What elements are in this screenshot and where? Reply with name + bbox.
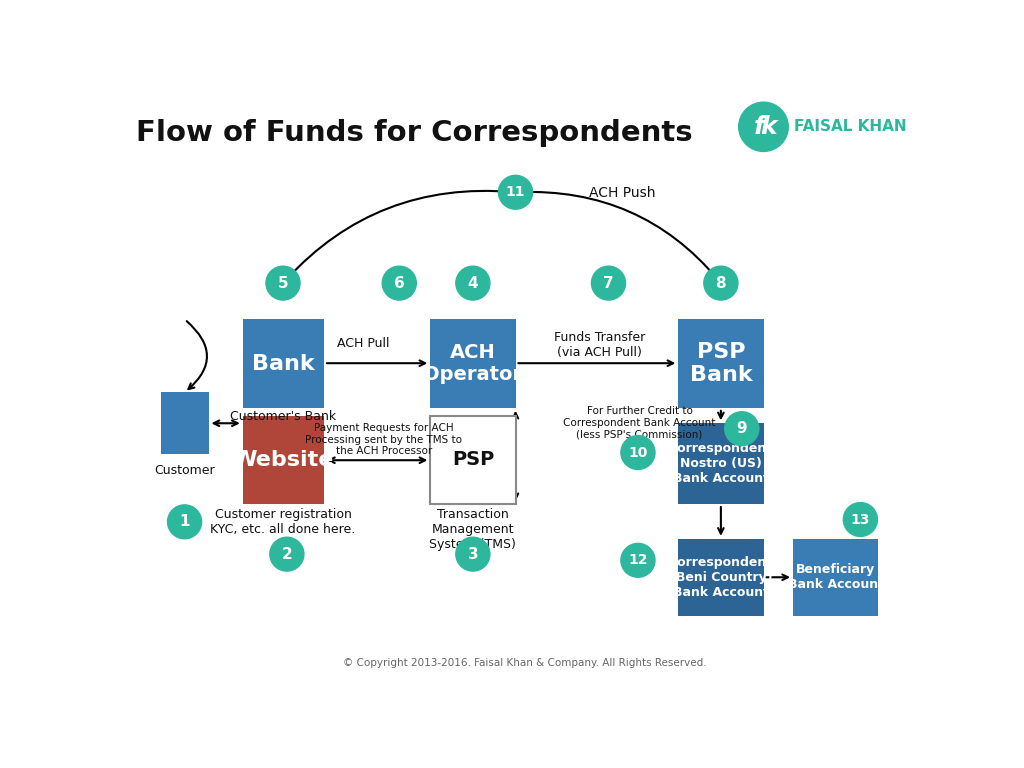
- Text: 1: 1: [179, 515, 189, 529]
- Circle shape: [382, 266, 417, 300]
- Text: k: k: [761, 114, 777, 139]
- Text: Correspondent
(Beni Country)
Bank Account: Correspondent (Beni Country) Bank Accoun…: [669, 556, 773, 599]
- Text: Customer's Bank: Customer's Bank: [230, 410, 336, 423]
- Text: 4: 4: [468, 276, 478, 290]
- Text: 9: 9: [736, 421, 748, 436]
- Text: ACH Pull: ACH Pull: [337, 337, 389, 350]
- FancyBboxPatch shape: [678, 423, 764, 504]
- FancyBboxPatch shape: [678, 319, 764, 408]
- FancyBboxPatch shape: [243, 319, 324, 408]
- Text: 5: 5: [278, 276, 289, 290]
- FancyBboxPatch shape: [161, 392, 209, 454]
- Circle shape: [703, 266, 738, 300]
- Text: 7: 7: [603, 276, 613, 290]
- Text: Customer: Customer: [155, 464, 215, 477]
- Text: 11: 11: [506, 185, 525, 199]
- Text: Website: Website: [232, 450, 334, 470]
- Text: Payment Requests for ACH
Processing sent by the TMS to
the ACH Processor: Payment Requests for ACH Processing sent…: [305, 423, 462, 456]
- Text: 2: 2: [282, 547, 292, 561]
- Text: Transaction
Management
System (TMS): Transaction Management System (TMS): [429, 508, 516, 551]
- Circle shape: [499, 175, 532, 209]
- Circle shape: [456, 538, 489, 571]
- Circle shape: [270, 538, 304, 571]
- Text: Beneficiary
Bank Account: Beneficiary Bank Account: [787, 563, 884, 591]
- Text: FAISAL KHAN: FAISAL KHAN: [795, 119, 907, 134]
- Text: 10: 10: [629, 445, 647, 459]
- Circle shape: [738, 102, 788, 151]
- Circle shape: [621, 435, 655, 469]
- Text: f: f: [755, 114, 765, 139]
- FancyBboxPatch shape: [430, 319, 515, 408]
- Text: PSP
Bank: PSP Bank: [689, 342, 753, 386]
- FancyBboxPatch shape: [430, 415, 515, 504]
- FancyBboxPatch shape: [243, 415, 324, 504]
- Circle shape: [621, 544, 655, 578]
- Text: 12: 12: [628, 553, 648, 568]
- Text: ACH
Operator: ACH Operator: [423, 343, 522, 384]
- Text: 8: 8: [716, 276, 726, 290]
- Text: Correspondent
Nostro (US)
Bank Account: Correspondent Nostro (US) Bank Account: [669, 442, 773, 485]
- Text: Funds Transfer
(via ACH Pull): Funds Transfer (via ACH Pull): [554, 331, 645, 359]
- Text: Bank: Bank: [252, 353, 314, 373]
- Circle shape: [725, 412, 759, 445]
- Text: Flow of Funds for Correspondents: Flow of Funds for Correspondents: [136, 119, 693, 147]
- Text: 13: 13: [851, 512, 870, 527]
- Circle shape: [592, 266, 626, 300]
- Circle shape: [266, 266, 300, 300]
- Text: Customer registration
KYC, etc. all done here.: Customer registration KYC, etc. all done…: [210, 508, 355, 536]
- Text: PSP: PSP: [452, 450, 494, 469]
- Text: © Copyright 2013-2016. Faisal Khan & Company. All Rights Reserved.: © Copyright 2013-2016. Faisal Khan & Com…: [343, 658, 707, 668]
- Text: 3: 3: [468, 547, 478, 561]
- Text: ACH Push: ACH Push: [589, 186, 655, 200]
- Circle shape: [456, 266, 489, 300]
- FancyBboxPatch shape: [678, 539, 764, 616]
- FancyBboxPatch shape: [793, 539, 879, 616]
- Circle shape: [844, 502, 878, 537]
- Circle shape: [168, 505, 202, 539]
- Text: For Further Credit to
Correspondent Bank Account
(less PSP's Commission): For Further Credit to Correspondent Bank…: [563, 406, 716, 439]
- Text: 6: 6: [394, 276, 404, 290]
